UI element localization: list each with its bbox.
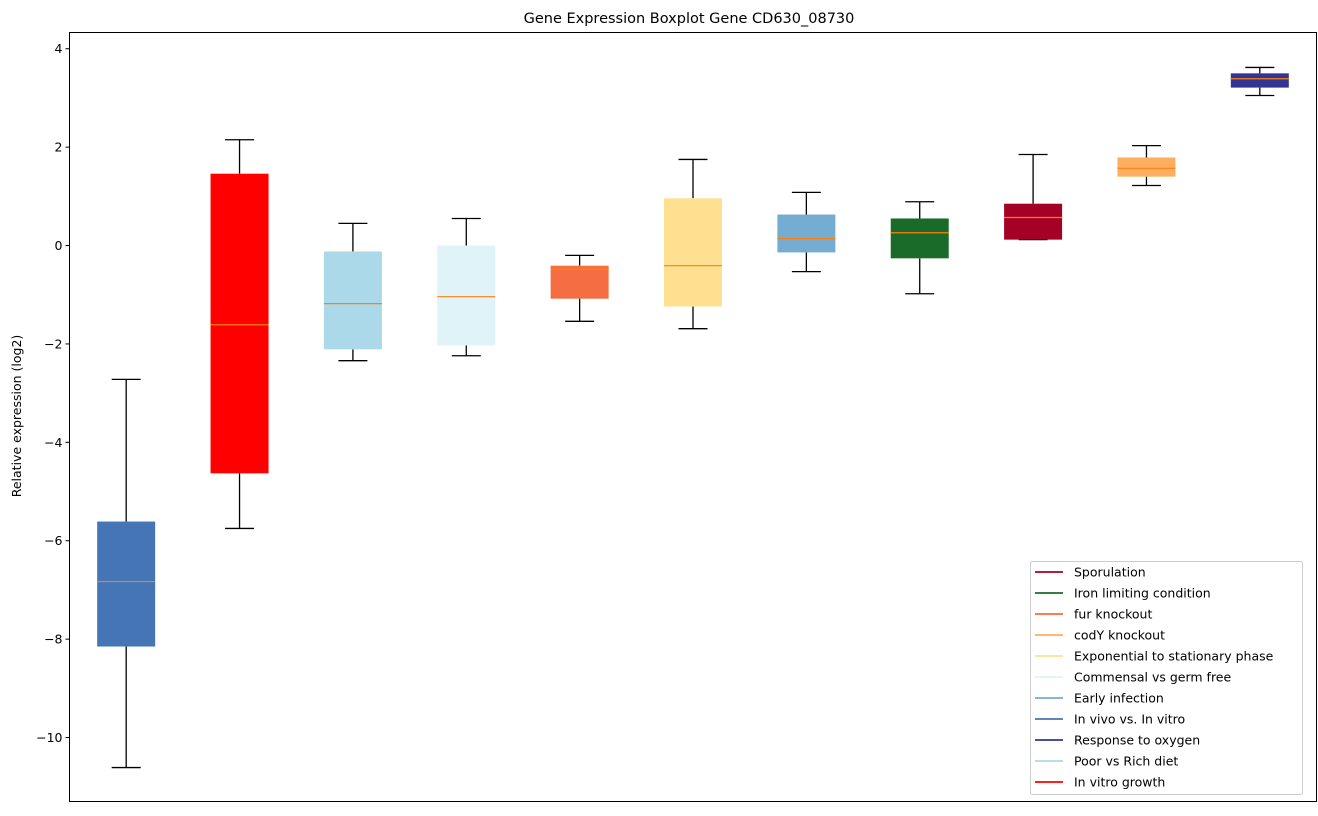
y-tick-label: 0 [55, 238, 63, 253]
box-in-vitro-growth [210, 139, 269, 530]
legend-label: In vitro growth [1074, 775, 1165, 790]
box-body [323, 251, 382, 350]
legend-label: Exponential to stationary phase [1074, 649, 1274, 664]
box-iron-limiting-condition [890, 201, 949, 295]
box-fur-knockout [550, 254, 609, 322]
box-body [777, 214, 836, 253]
legend-label: In vivo vs. In vitro [1074, 712, 1185, 727]
box-body [210, 173, 269, 474]
box-response-to-oxygen [1230, 66, 1289, 97]
legend-label: fur knockout [1074, 607, 1152, 622]
box-sporulation [1004, 153, 1063, 241]
legend-label: Iron limiting condition [1074, 586, 1211, 601]
box-body [1004, 203, 1063, 240]
y-tick-label: −4 [44, 435, 62, 450]
legend-label: codY knockout [1074, 628, 1165, 643]
box-early-infection [777, 191, 836, 273]
box-in-vivo-vs-in-vitro [97, 378, 156, 769]
y-tick-label: −6 [44, 533, 62, 548]
y-tick-label: 4 [55, 41, 63, 56]
box-body [890, 218, 949, 259]
legend: Sporulation Iron limiting condition fur kn… [1030, 561, 1303, 795]
legend-label: Commensal vs germ free [1074, 670, 1231, 685]
box-poor-vs-rich-diet [323, 222, 382, 362]
box-exponential-to-stationary-phase [664, 158, 722, 330]
legend-label: Sporulation [1074, 565, 1146, 580]
chart-title: Gene Expression Boxplot Gene CD630_08730 [524, 11, 855, 27]
y-tick-label: 2 [55, 140, 63, 155]
box-body [437, 245, 496, 346]
legend-label: Early infection [1074, 691, 1164, 706]
box-body [664, 198, 722, 307]
legend-frame [1030, 561, 1303, 795]
plot-frame [69, 32, 1317, 802]
y-axis-label: Relative expression (log2) [9, 335, 24, 498]
box-body [550, 265, 609, 299]
box-body [97, 521, 156, 647]
y-tick-label: −2 [44, 336, 62, 351]
box-cody-knockout [1117, 145, 1176, 187]
box-body [1117, 157, 1176, 177]
legend-label: Poor vs Rich diet [1074, 754, 1178, 769]
y-tick-label: −10 [36, 730, 62, 745]
box-body [1230, 73, 1289, 88]
legend-label: Response to oxygen [1074, 733, 1200, 748]
y-tick-label: −8 [44, 632, 62, 647]
box-commensal-vs-germ-free [437, 217, 496, 357]
